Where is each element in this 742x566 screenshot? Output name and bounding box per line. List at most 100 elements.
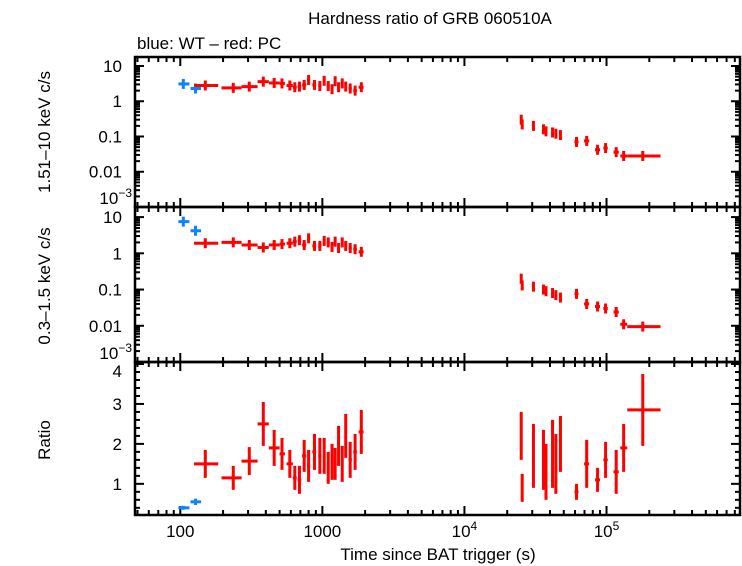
data-point-pc <box>340 445 344 482</box>
panel-soft: 10 1 0.1 0.01 10−3 <box>89 205 742 364</box>
y-tick-label: 10 <box>103 57 122 76</box>
data-point-pc <box>620 319 628 330</box>
y-tick-label: 2 <box>113 435 122 454</box>
y-tick-label: 3 <box>113 395 122 414</box>
data-point-pc <box>330 84 334 95</box>
data-point-pc <box>603 441 608 478</box>
data-point-pc <box>257 242 269 253</box>
data-point-pc <box>603 143 608 154</box>
data-point-pc <box>268 429 280 466</box>
data-point-pc <box>595 144 601 155</box>
y-tick-label: 10−3 <box>99 341 132 363</box>
data-point-pc <box>520 280 524 291</box>
data-point-pc <box>627 150 661 161</box>
data-point-pc <box>312 79 317 90</box>
data-point-pc <box>333 447 337 480</box>
data-point-pc <box>558 130 562 141</box>
data-point-pc <box>544 286 548 297</box>
data-point-pc <box>554 128 558 139</box>
data-point-pc <box>302 239 307 250</box>
y-tick-label: 1 <box>113 92 122 111</box>
data-point-pc <box>574 136 579 147</box>
panel-ratio: 4 3 2 1 <box>113 360 742 517</box>
data-point-pc <box>541 284 545 295</box>
data-point-pc <box>344 81 348 92</box>
panel-frame <box>133 55 742 209</box>
data-point-pc <box>627 373 661 446</box>
data-point-pc <box>292 82 297 93</box>
data-point-pc <box>221 465 242 490</box>
data-point-pc <box>337 82 341 93</box>
data-point-pc <box>292 236 297 247</box>
data-point-pc <box>558 292 562 303</box>
data-point-pc <box>326 81 330 92</box>
data-point-pc <box>337 425 341 466</box>
data-point-pc <box>279 437 285 470</box>
y-tick-label: 10−3 <box>99 186 132 208</box>
y-axis-label-soft: 0.3–1.5 keV c/s <box>35 227 54 344</box>
data-point-pc <box>257 401 269 446</box>
x-tick-exponent: 5 <box>613 519 620 533</box>
data-point-pc <box>333 236 337 247</box>
data-point-pc <box>627 321 661 332</box>
data-point-pc <box>613 449 619 494</box>
data-point-pc <box>312 240 317 251</box>
data-point-pc <box>340 237 344 248</box>
y-tick-label: 10 <box>103 208 122 227</box>
y-tick-label: 1 <box>113 475 122 494</box>
data-point-pc <box>326 237 330 248</box>
data-point-pc <box>541 429 545 490</box>
x-tick-exponent: 4 <box>471 519 478 533</box>
data-point-pc <box>297 235 302 246</box>
data-point-pc <box>318 437 322 474</box>
data-point-pc <box>551 127 555 138</box>
data-point-pc <box>353 433 357 470</box>
data-point-pc <box>322 75 326 86</box>
data-point-pc <box>348 441 352 478</box>
chart-title: Hardness ratio of GRB 060510A <box>308 9 552 28</box>
data-point-pc <box>531 281 535 292</box>
data-point-pc <box>358 409 364 454</box>
data-point-pc <box>554 290 558 301</box>
data-point-pc <box>279 78 285 89</box>
x-tick-label: 105 <box>594 519 620 541</box>
data-point-pc <box>340 78 344 89</box>
data-point-pc <box>613 307 619 318</box>
y-tick-label: 1 <box>113 244 122 263</box>
data-point-pc <box>620 423 628 472</box>
data-point-pc <box>519 411 523 460</box>
data-point-pc <box>544 443 548 500</box>
data-point-pc <box>297 81 302 92</box>
data-point-pc <box>302 79 307 90</box>
data-point-pc <box>326 451 330 484</box>
data-point-pc <box>194 80 219 91</box>
data-point-pc <box>194 449 219 478</box>
data-point-pc <box>333 76 337 87</box>
data-point-pc <box>286 238 293 249</box>
data-point-pc <box>241 81 258 92</box>
y-axis-label-ratio: Ratio <box>35 420 54 460</box>
data-point-pc <box>603 303 608 314</box>
data-point-pc <box>194 238 219 249</box>
y-tick-label: 0.01 <box>89 163 122 182</box>
data-point-pc <box>337 243 341 254</box>
data-point-pc <box>268 239 280 250</box>
data-point-pc <box>318 240 322 251</box>
data-point-pc <box>318 81 322 92</box>
data-point-pc <box>544 126 548 137</box>
data-point-pc <box>221 237 242 248</box>
data-point-pc <box>520 473 524 502</box>
panel-frame <box>133 360 742 517</box>
data-point-pc <box>558 415 562 472</box>
data-point-pc <box>312 433 317 470</box>
data-point-wt <box>190 498 202 506</box>
panel-hard: 10 1 0.1 0.01 10−3 <box>89 55 742 209</box>
y-tick-exponent: −3 <box>118 186 132 200</box>
data-point-pc <box>348 83 352 94</box>
data-point-pc <box>358 82 364 93</box>
data-point-pc <box>344 240 348 251</box>
data-point-pc <box>520 119 524 130</box>
data-point-pc <box>344 413 348 458</box>
data-point-pc <box>268 77 280 88</box>
